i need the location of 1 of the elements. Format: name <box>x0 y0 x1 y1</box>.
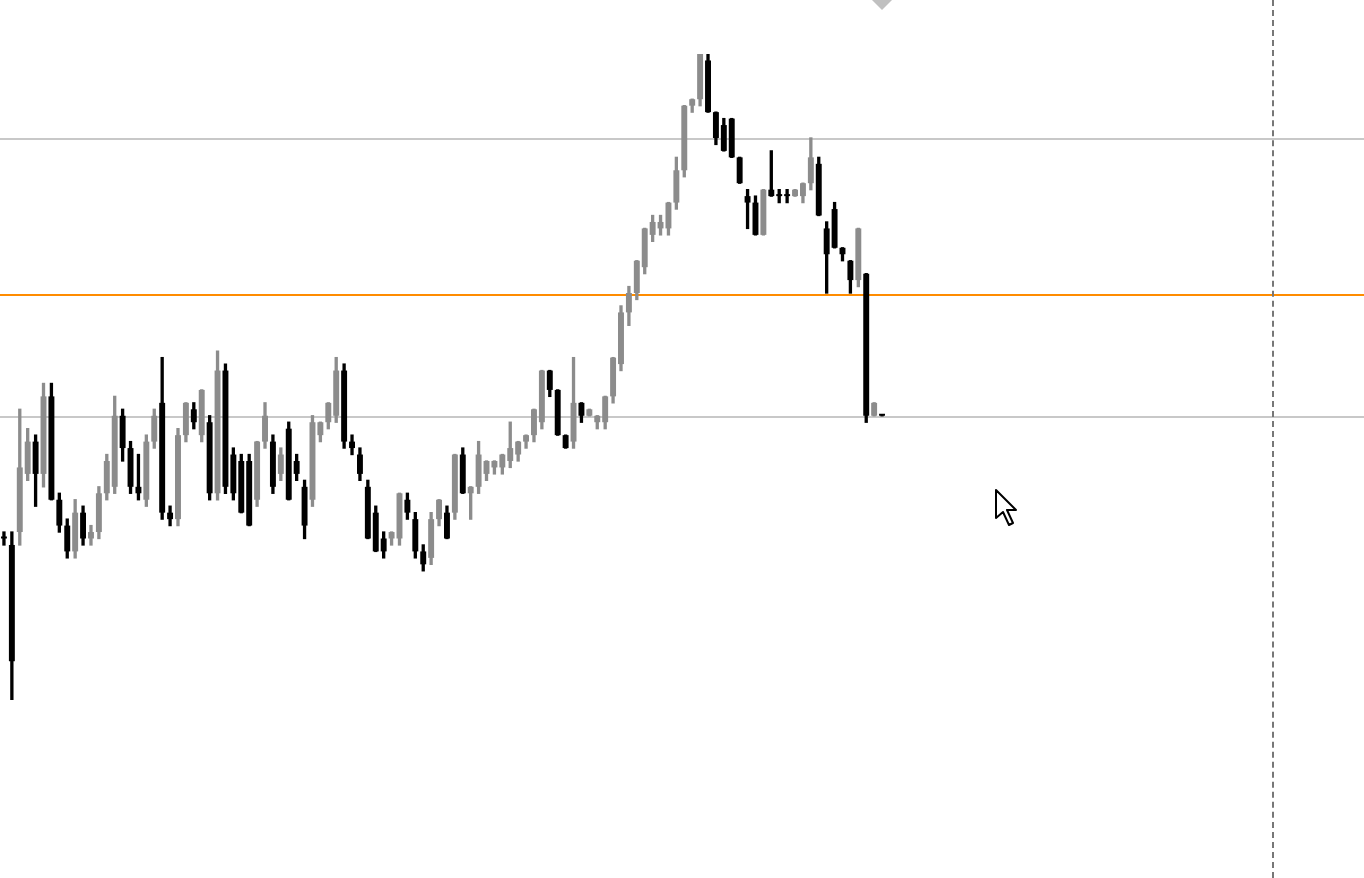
candlestick <box>784 189 791 204</box>
